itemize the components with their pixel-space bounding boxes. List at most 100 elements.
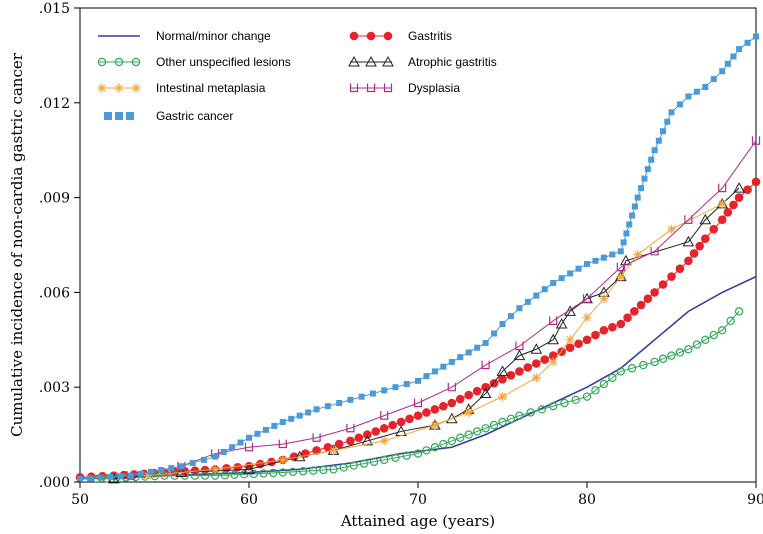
point-gastritis-9-3 [405, 414, 414, 424]
point-other-unspecified-lesions-15-1 [692, 340, 702, 349]
legend-item-dysplasia: Dysplasia [349, 81, 460, 95]
point-gastric-cancer-9 [415, 377, 421, 384]
point-gastric-cancer-6 [313, 406, 320, 413]
point-intestinal-metaplasia-0 [143, 471, 153, 481]
legend-marker-gastritis-2 [383, 31, 393, 41]
point-other-unspecified-lesions-3-5 [259, 469, 268, 478]
point-gastric-cancer-10 [448, 358, 455, 365]
point-other-unspecified-lesions-10 [549, 401, 558, 411]
legend-marker-atrophic-gastritis-1 [365, 55, 377, 67]
point-dysplasia-6 [346, 423, 355, 433]
legend-label-dysplasia: Dysplasia [408, 81, 460, 95]
point-gastritis-12-2 [498, 375, 507, 384]
point-intestinal-metaplasia-2 [278, 455, 288, 465]
point-other-unspecified-lesions-6-1 [391, 453, 400, 462]
point-gastric-cancer-8-2 [369, 390, 376, 397]
point-other-unspecified-lesions-3-2 [230, 470, 239, 479]
point-gastritis-22 [734, 193, 744, 202]
point-intestinal-metaplasia-16 [717, 199, 727, 209]
point-gastritis-23-1 [743, 185, 752, 194]
point-dysplasia-10 [481, 360, 490, 370]
point-dysplasia-11 [515, 341, 524, 351]
point-atrophic-gastritis-13 [530, 343, 543, 354]
x-tick-label-50: 50 [71, 492, 89, 508]
point-gastric-cancer-5 [279, 418, 286, 425]
point-other-unspecified-lesions-9-1 [489, 420, 499, 430]
legend: Normal/minor change Gastritis Other unspec… [97, 29, 497, 123]
series-atrophic-gastritis [107, 182, 745, 484]
point-gastric-cancer-12-1 [491, 330, 498, 337]
point-other-unspecified-lesions-16 [734, 307, 744, 316]
point-dysplasia-12 [549, 316, 558, 325]
point-gastritis-16-1 [608, 322, 617, 332]
point-other-unspecified-lesions-5-4 [369, 457, 379, 466]
legend-item-normal-minor-change: Normal/minor change [98, 29, 271, 43]
point-gastric-cancer-8 [381, 387, 388, 394]
point-gastritis-4-2 [233, 462, 243, 472]
series-line-atrophic-gastritis [113, 187, 740, 480]
point-gastritis-23 [751, 177, 761, 187]
point-gastric-cancer-21-3 [644, 166, 651, 173]
point-gastric-cancer-25 [719, 68, 726, 75]
point-gastric-cancer-20 [634, 194, 641, 201]
y-axis-label: Cumulative incidence of non-cardia gastr… [8, 52, 26, 437]
point-gastric-cancer-11 [482, 339, 489, 346]
series-normal-minor-change [79, 275, 757, 480]
point-gastritis-17 [650, 288, 659, 297]
legend-item-other-unspecified-lesions: Other unspecified lesions [97, 55, 291, 69]
point-other-unspecified-lesions-14-2 [667, 351, 676, 360]
legend-label-atrophic-gastritis: Atrophic gastritis [408, 55, 497, 69]
point-other-unspecified-lesions-3-1 [220, 471, 230, 480]
legend-swatch-gastric-cancer-0 [104, 112, 112, 120]
point-intestinal-metaplasia-10 [565, 335, 575, 345]
point-gastritis-10-2 [430, 405, 440, 414]
point-other-unspecified-lesions-4-3 [309, 466, 318, 475]
legend-marker-intestinal-metaplasia-0 [97, 83, 107, 93]
point-atrophic-gastritis-21 [682, 235, 695, 247]
point-gastric-cancer-16 [567, 270, 574, 277]
point-gastritis-15-1 [591, 330, 600, 340]
legend-label-normal-minor-change: Normal/minor change [156, 29, 271, 43]
point-gastritis-16 [616, 319, 626, 329]
point-gastritis-14-2 [565, 343, 575, 353]
x-axis: 50 60 70 80 90 [71, 482, 763, 508]
point-gastric-cancer-7-2 [336, 400, 343, 406]
point-gastric-cancer-4 [246, 434, 252, 441]
point-intestinal-metaplasia-15 [667, 224, 676, 234]
point-other-unspecified-lesions-1 [160, 471, 169, 480]
point-dysplasia-8 [413, 398, 423, 408]
point-gastric-cancer-10-2 [431, 368, 438, 375]
point-gastric-cancer-2-4 [168, 465, 175, 472]
x-tick-label-80: 80 [578, 492, 596, 508]
point-gastritis-10-1 [422, 408, 431, 417]
point-other-unspecified-lesions-11 [582, 392, 592, 401]
point-gastric-cancer-21 [651, 147, 658, 154]
point-gastric-cancer-8-1 [358, 393, 365, 400]
point-other-unspecified-lesions-7-3 [439, 439, 448, 449]
point-gastritis-19-1 [675, 264, 685, 274]
legend-marker-intestinal-metaplasia-1 [114, 83, 124, 93]
point-gastritis-18-1 [658, 280, 668, 289]
legend-marker-other-unspecified-lesions-2 [131, 57, 141, 67]
point-dysplasia-16 [684, 215, 693, 224]
point-dysplasia-14 [616, 262, 625, 272]
point-atrophic-gastritis-22 [699, 213, 712, 225]
point-gastritis-17-3 [636, 300, 646, 310]
point-gastric-cancer-0 [77, 475, 83, 482]
legend-label-gastric-cancer: Gastric cancer [156, 109, 233, 123]
point-gastric-cancer-26-2 [730, 53, 737, 60]
point-other-unspecified-lesions-16-1 [726, 316, 735, 326]
point-gastric-cancer-6-1 [288, 415, 295, 422]
point-gastric-cancer-9-1 [392, 384, 399, 391]
point-other-unspecified-lesions-12-3 [608, 373, 617, 382]
point-atrophic-gastritis-24 [733, 182, 745, 193]
point-gastric-cancer-14-1 [524, 298, 531, 305]
legend-marker-atrophic-gastritis-0 [348, 55, 360, 67]
legend-marker-intestinal-metaplasia-2 [131, 83, 141, 93]
point-gastritis-10 [447, 398, 457, 408]
point-gastritis-18 [667, 272, 676, 281]
point-gastric-cancer-3 [212, 453, 219, 460]
y-tick-label-0: .000 [39, 475, 70, 491]
legend-item-intestinal-metaplasia: Intestinal metaplasia [97, 81, 266, 95]
